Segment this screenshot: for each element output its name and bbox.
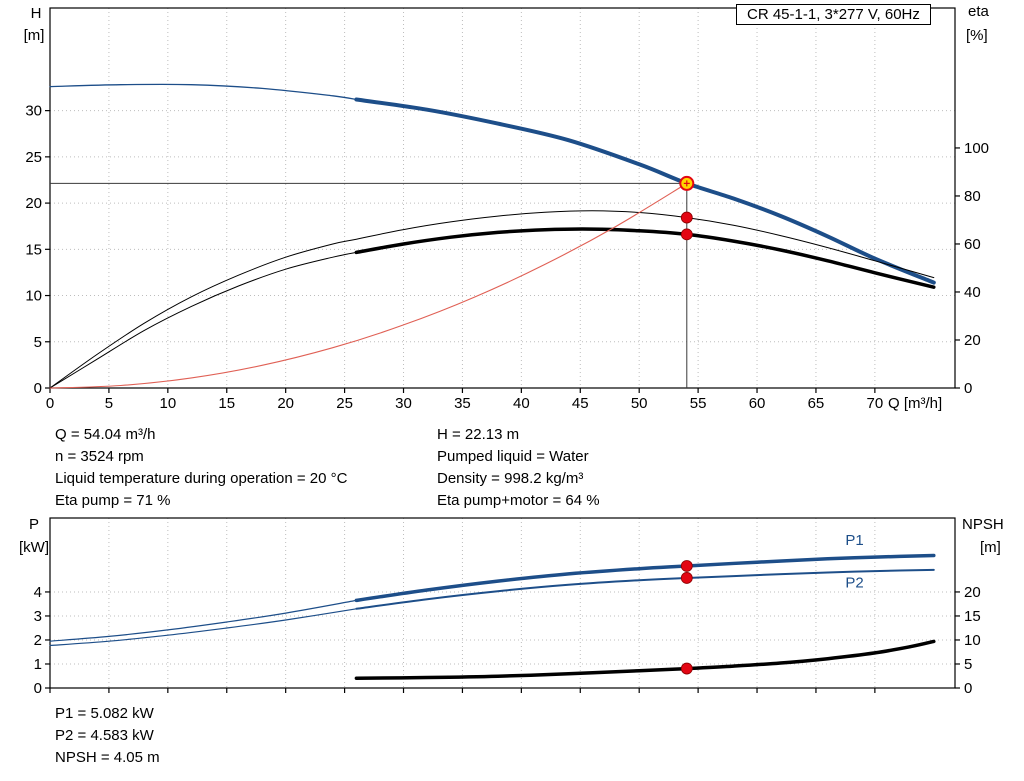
p1-curve bbox=[354, 553, 936, 603]
head-value: H = 22.13 m bbox=[437, 426, 520, 443]
y-right-tick-label: 5 bbox=[964, 656, 972, 673]
head-curve bbox=[49, 83, 358, 101]
curve-point-marker bbox=[680, 211, 693, 224]
plot-frame bbox=[49, 517, 956, 689]
x-tick-label: 40 bbox=[513, 395, 530, 412]
x-tick-label: 60 bbox=[749, 395, 766, 412]
eta-pump-motor-curve bbox=[49, 251, 357, 389]
npsh-value: NPSH = 4.05 m bbox=[55, 749, 160, 766]
p-axis-unit: [kW] bbox=[19, 539, 49, 556]
x-tick-label: 35 bbox=[454, 395, 471, 412]
power-npsh-data: P1 = 5.082 kW P2 = 4.583 kW NPSH = 4.05 … bbox=[55, 703, 160, 769]
x-tick-label: 5 bbox=[105, 395, 113, 412]
eta-axis-unit: [%] bbox=[966, 27, 988, 44]
eta-pump-value: Eta pump = 71 % bbox=[55, 492, 171, 509]
plot-frame bbox=[49, 7, 956, 389]
x-tick-label: 20 bbox=[277, 395, 294, 412]
y-right-tick-label: 100 bbox=[964, 140, 989, 157]
flow-value: Q = 54.04 m³/h bbox=[55, 426, 156, 443]
p-axis-label: P bbox=[28, 516, 39, 533]
y-left-tick-label: 0 bbox=[34, 380, 42, 397]
curve-point-marker bbox=[680, 560, 693, 572]
y-left-tick-label: 15 bbox=[25, 241, 42, 258]
duty-data-left: Q = 54.04 m³/h n = 3524 rpm Liquid tempe… bbox=[55, 424, 347, 512]
density-value: Density = 998.2 kg/m³ bbox=[437, 470, 584, 487]
pump-model-title: CR 45-1-1, 3*277 V, 60Hz bbox=[736, 4, 931, 25]
duty-data-right: H = 22.13 m Pumped liquid = Water Densit… bbox=[437, 424, 600, 512]
x-tick-label: 10 bbox=[159, 395, 176, 412]
npsh-axis-unit: [m] bbox=[980, 539, 1001, 556]
h-axis-unit: [m] bbox=[23, 27, 45, 44]
p2-value: P2 = 4.583 kW bbox=[55, 727, 154, 744]
p1-value: P1 = 5.082 kW bbox=[55, 705, 154, 722]
npsh-curve bbox=[354, 639, 936, 680]
y-left-tick-label: 10 bbox=[25, 288, 42, 305]
y-right-tick-label: 10 bbox=[964, 632, 981, 649]
eta-pump-motor-curve bbox=[354, 227, 936, 289]
x-tick-label: 65 bbox=[808, 395, 825, 412]
p2-curve bbox=[49, 608, 357, 647]
curve-point-marker bbox=[680, 662, 693, 675]
y-left-tick-label: 0 bbox=[34, 680, 42, 697]
y-right-tick-label: 40 bbox=[964, 284, 981, 301]
y-left-tick-label: 1 bbox=[34, 656, 42, 673]
pumped-liquid-value: Pumped liquid = Water bbox=[437, 448, 589, 465]
y-right-tick-label: 0 bbox=[964, 380, 972, 397]
p2-curve bbox=[355, 568, 935, 610]
y-left-tick-label: 25 bbox=[25, 149, 42, 166]
curve-point-marker bbox=[680, 228, 693, 241]
x-tick-label: 55 bbox=[690, 395, 707, 412]
y-right-tick-label: 0 bbox=[964, 680, 972, 697]
y-left-tick-label: 4 bbox=[34, 584, 42, 601]
y-right-tick-label: 20 bbox=[964, 584, 981, 601]
y-right-tick-label: 20 bbox=[964, 332, 981, 349]
y-left-tick-label: 2 bbox=[34, 632, 42, 649]
curve-point-marker bbox=[680, 572, 693, 584]
y-left-tick-label: 30 bbox=[25, 103, 42, 120]
y-left-tick-label: 20 bbox=[25, 195, 42, 212]
eta-pump-curve bbox=[49, 210, 935, 389]
y-left-tick-label: 3 bbox=[34, 608, 42, 625]
x-tick-label: 70 bbox=[867, 395, 884, 412]
y-left-tick-label: 5 bbox=[34, 334, 42, 351]
npsh-axis-label: NPSH bbox=[962, 516, 1004, 533]
x-tick-label: 50 bbox=[631, 395, 648, 412]
y-right-tick-label: 15 bbox=[964, 608, 981, 625]
x-tick-label: 15 bbox=[218, 395, 235, 412]
series-label-P1: P1 bbox=[845, 532, 863, 549]
h-axis-label: H bbox=[30, 5, 42, 22]
liquid-temp-value: Liquid temperature during operation = 20… bbox=[55, 470, 348, 487]
x-tick-label: 45 bbox=[572, 395, 589, 412]
p1-curve bbox=[49, 599, 357, 642]
y-right-tick-label: 60 bbox=[964, 236, 981, 253]
eta-axis-label: eta bbox=[968, 3, 989, 20]
head-curve bbox=[354, 97, 936, 285]
system-curve-curve bbox=[49, 182, 688, 389]
series-label-P2: P2 bbox=[845, 575, 863, 592]
speed-value: n = 3524 rpm bbox=[55, 448, 144, 465]
x-tick-label: 30 bbox=[395, 395, 412, 412]
eta-pump-motor-value: Eta pump+motor = 64 % bbox=[437, 492, 600, 509]
y-right-tick-label: 80 bbox=[964, 188, 981, 205]
q-axis-unit: Q [m³/h] bbox=[888, 395, 943, 412]
x-tick-label: 0 bbox=[46, 395, 54, 412]
x-tick-label: 25 bbox=[336, 395, 353, 412]
